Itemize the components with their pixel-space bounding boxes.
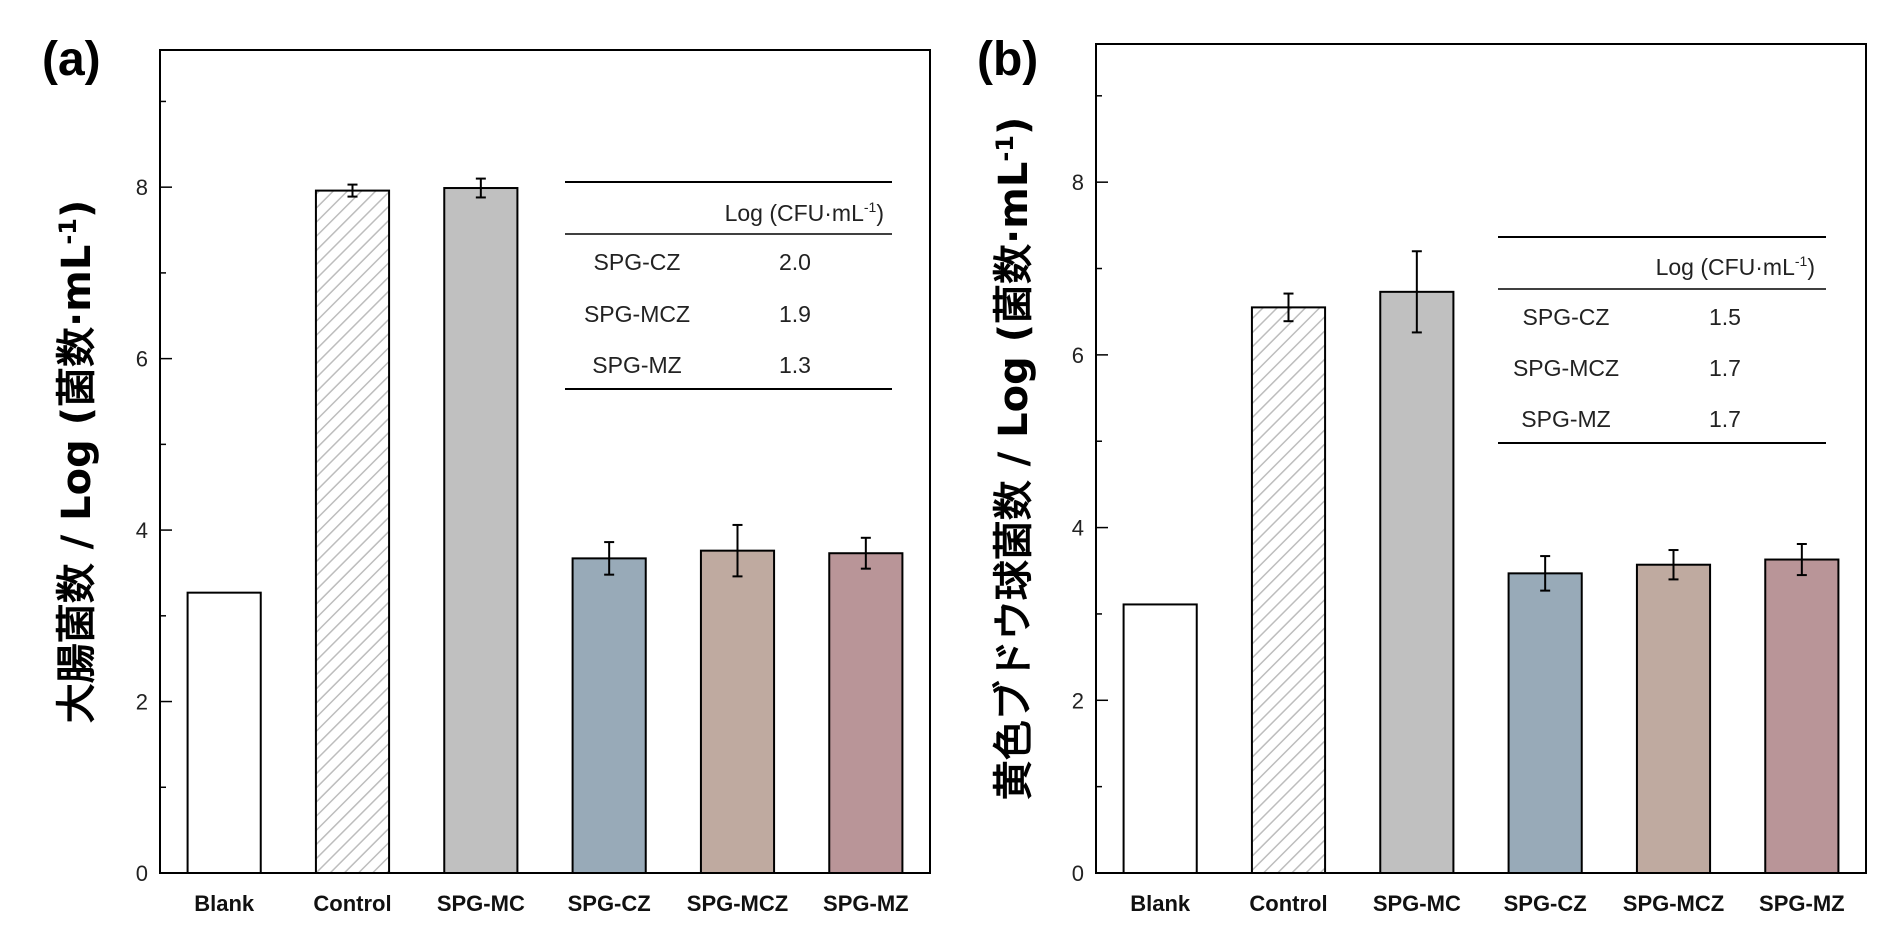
bar-blank [186, 591, 262, 875]
y-axis-label: 大腸菌数 / Log (菌数·mL-1) [54, 200, 100, 724]
bar-spg-cz [1507, 572, 1583, 874]
table-row-name: SPG-CZ [594, 249, 681, 275]
panel-a: 0 2 4 6 8 Blank Control SPG-MC SPG-CZ SPG-MCZ SPG-… [42, 33, 931, 916]
x-tick-label: SPG-MZ [1759, 891, 1845, 916]
table-row-value: 2.0 [779, 249, 811, 275]
table-row-value: 1.9 [779, 301, 811, 327]
x-tick-label: Blank [1130, 891, 1191, 916]
y-axis-label-text: 大腸菌数 / Log (菌数·mL [54, 245, 100, 724]
y-tick-label: 6 [136, 347, 148, 372]
bar-spg-mcz [699, 549, 776, 874]
bar-spg-mc [443, 187, 519, 874]
x-tick-label: Control [313, 891, 391, 916]
y-tick-label: 2 [1072, 688, 1084, 713]
bar-blank [1122, 603, 1198, 874]
table-header-close: ) [1807, 254, 1815, 280]
plot-frame [1095, 43, 1867, 874]
x-tick-label: Control [1249, 891, 1327, 916]
x-tick-label: SPG-CZ [1504, 891, 1587, 916]
bar-spg-mz [1764, 558, 1840, 874]
bar-control [1250, 306, 1327, 875]
plot-frame [159, 49, 931, 874]
table-header-sup: -1 [864, 199, 877, 215]
y-axis-label-close: ) [991, 117, 1037, 135]
x-tick-label: Blank [194, 891, 255, 916]
table-header: Log (CFU·mL-1) [1656, 253, 1815, 280]
y-axis-label-sup: -1 [54, 218, 82, 245]
bar-spg-mc [1379, 290, 1455, 874]
y-axis-label-close: ) [54, 200, 100, 218]
y-axis-label-text: 黄色ブドウ球菌数 / Log (菌数·mL [991, 162, 1037, 801]
bar-spg-mcz [1635, 563, 1712, 874]
table-header-close: ) [876, 200, 884, 226]
table-row-value: 1.7 [1709, 406, 1741, 432]
table-row-name: SPG-MCZ [584, 301, 690, 327]
y-tick-label: 8 [136, 175, 148, 200]
table-row-value: 1.5 [1709, 304, 1741, 330]
panel-label: (a) [42, 33, 101, 86]
y-tick-label: 6 [1072, 343, 1084, 368]
table-header: Log (CFU·mL-1) [725, 199, 884, 226]
panel-b: 0 2 4 6 8 Blank Control SPG-MC SPG-CZ SPG-MCZ SPG-… [977, 33, 1867, 916]
x-tick-label: SPG-MZ [823, 891, 909, 916]
table-row-value: 1.3 [779, 352, 811, 378]
table-row-name: SPG-MCZ [1513, 355, 1619, 381]
table-header-text: Log (CFU·mL [725, 200, 865, 226]
y-axis-label: 黄色ブドウ球菌数 / Log (菌数·mL-1) [991, 117, 1037, 801]
table-header-sup: -1 [1795, 253, 1808, 269]
panel-label: (b) [977, 33, 1038, 86]
table-row-name: SPG-MZ [1521, 406, 1610, 432]
table-row-value: 1.7 [1709, 355, 1741, 381]
x-tick-label: SPG-CZ [568, 891, 651, 916]
x-tick-label: SPG-MCZ [1623, 891, 1724, 916]
x-tick-label: SPG-MC [1373, 891, 1461, 916]
table-row-name: SPG-CZ [1523, 304, 1610, 330]
x-tick-label: SPG-MC [437, 891, 525, 916]
y-tick-label: 4 [136, 518, 148, 543]
table-header-text: Log (CFU·mL [1656, 254, 1796, 280]
x-tick-label: SPG-MCZ [687, 891, 788, 916]
y-tick-label: 4 [1072, 516, 1084, 541]
y-tick-label: 8 [1072, 170, 1084, 195]
bar-spg-cz [571, 557, 647, 874]
table-row-name: SPG-MZ [592, 352, 681, 378]
y-tick-label: 0 [1072, 861, 1084, 886]
y-tick-label: 0 [136, 861, 148, 886]
y-axis-label-sup: -1 [991, 135, 1019, 162]
bar-control [314, 189, 391, 875]
y-tick-label: 2 [136, 690, 148, 715]
bar-spg-mz [828, 552, 904, 875]
